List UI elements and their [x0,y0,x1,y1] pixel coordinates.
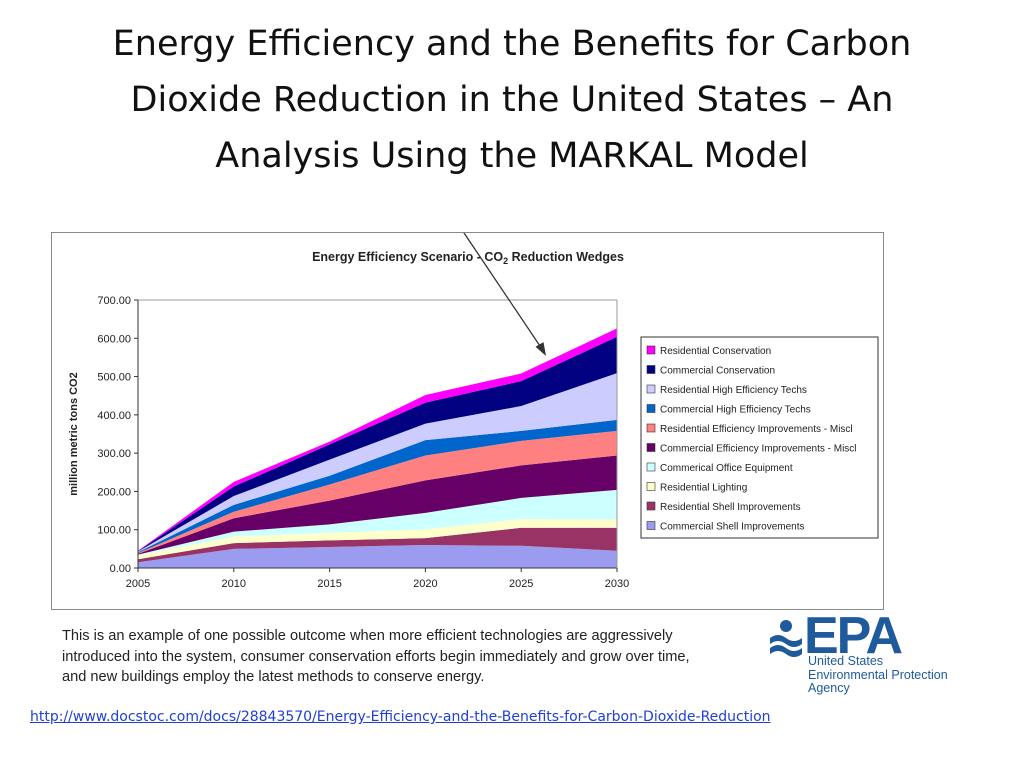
legend-label: Commerical Office Equipment [660,463,793,474]
legend-label: Residential Shell Improvements [660,502,801,513]
legend-label: Residential Efficiency Improvements - Mi… [660,424,853,435]
y-tick-label: 300.00 [97,448,131,460]
area-series-2 [138,527,617,563]
slide-title-line-1: Energy Efficiency and the Benefits for C… [112,24,912,64]
legend-swatch [646,501,656,511]
epa-agency-line-1: United States [808,654,884,668]
x-tick-label: 2030 [605,578,629,590]
legend-swatch [646,365,656,374]
area-series-4 [138,489,617,556]
y-tick-label: 100.00 [97,525,131,537]
epa-agency-line-3: Agency [808,681,850,695]
epa-agency-name: United States Environmental Protection A… [808,654,948,696]
area-series-10 [138,328,617,552]
epa-agency-line-2: Environmental Protection [808,667,948,682]
x-tick-label: 2010 [222,578,246,590]
caption-line-1: This is an example of one possible outco… [62,628,673,644]
y-tick-label: 200.00 [97,486,131,498]
annotation-arrow-shaft [463,233,543,350]
plot-area: 0.00 100.00 200.00 300.00 400.00 500.00 600.00… [68,295,629,590]
y-tick-label: 500.00 [97,372,131,384]
legend-swatch [646,345,656,355]
x-tick-label: 2025 [509,578,533,590]
legend-box [640,336,879,539]
legend-swatch [646,443,656,452]
area-series-7 [138,419,617,554]
legend-label: Commercial Efficiency Improvements - Mis… [660,444,857,455]
area-series-1 [138,545,617,568]
chart-title-suffix: Reduction Wedges [508,250,624,264]
y-tick-label: 600.00 [97,333,131,345]
chart-frame: 0.00 100.00 200.00 300.00 400.00 500.00 600.00… [51,232,884,610]
legend-label: Residential High Efficiency Techs [660,385,807,396]
chart-title-prefix: Energy Efficiency Scenario - CO [312,250,503,264]
x-tick-label: 2020 [413,578,437,590]
area-series-8 [138,373,617,553]
x-tick-label: 2015 [317,578,341,590]
area-series-6 [138,430,617,554]
caption-line-3: and new buildings employ the latest meth… [62,669,485,685]
slide-title-line-3: Analysis Using the MARKAL Model [215,136,809,176]
x-tick-label: 2005 [126,578,150,590]
epa-wordmark: EPA [804,607,903,665]
legend-label: Commercial High Efficiency Techs [660,405,811,416]
y-tick-label: 400.00 [97,410,131,422]
co2-wedge-chart: 0.00 100.00 200.00 300.00 400.00 500.00 600.00… [68,233,879,590]
legend-swatch [646,384,656,394]
annotation-arrow-head [535,342,546,356]
area-series-9 [138,336,617,552]
chart-title-subscript: 2 [503,256,508,266]
chart-title: Energy Efficiency Scenario - CO2 Reducti… [312,250,624,266]
y-tick-label: 700.00 [97,295,131,307]
legend-label: Commercial Conservation [660,366,775,377]
legend-swatch [646,423,656,433]
legend-label: Residential Lighting [660,483,747,494]
y-tick-label: 0.00 [110,563,131,575]
figure-caption: This is an example of one possible outco… [62,626,782,688]
epa-logo-icon [770,620,802,657]
slide-title-line-2: Dioxide Reduction in the United States –… [130,80,894,120]
source-link[interactable]: http://www.docstoc.com/docs/28843570/Ene… [30,709,771,725]
y-axis-label: million metric tons CO2 [68,372,80,495]
legend-swatch [646,404,656,413]
area-series-5 [138,455,617,555]
caption-line-2: introduced into the system, consumer con… [62,648,690,665]
area-series-3 [138,518,617,560]
chart-legend: Residential Conservation Commercial Conse… [640,336,879,539]
legend-swatch [646,462,656,472]
legend-label: Residential Conservation [660,346,771,357]
legend-label: Commercial Shell Improvements [660,522,805,533]
slide-title: Energy Efficiency and the Benefits for C… [40,16,984,184]
legend-swatch [646,521,656,530]
legend-swatch [646,482,656,491]
